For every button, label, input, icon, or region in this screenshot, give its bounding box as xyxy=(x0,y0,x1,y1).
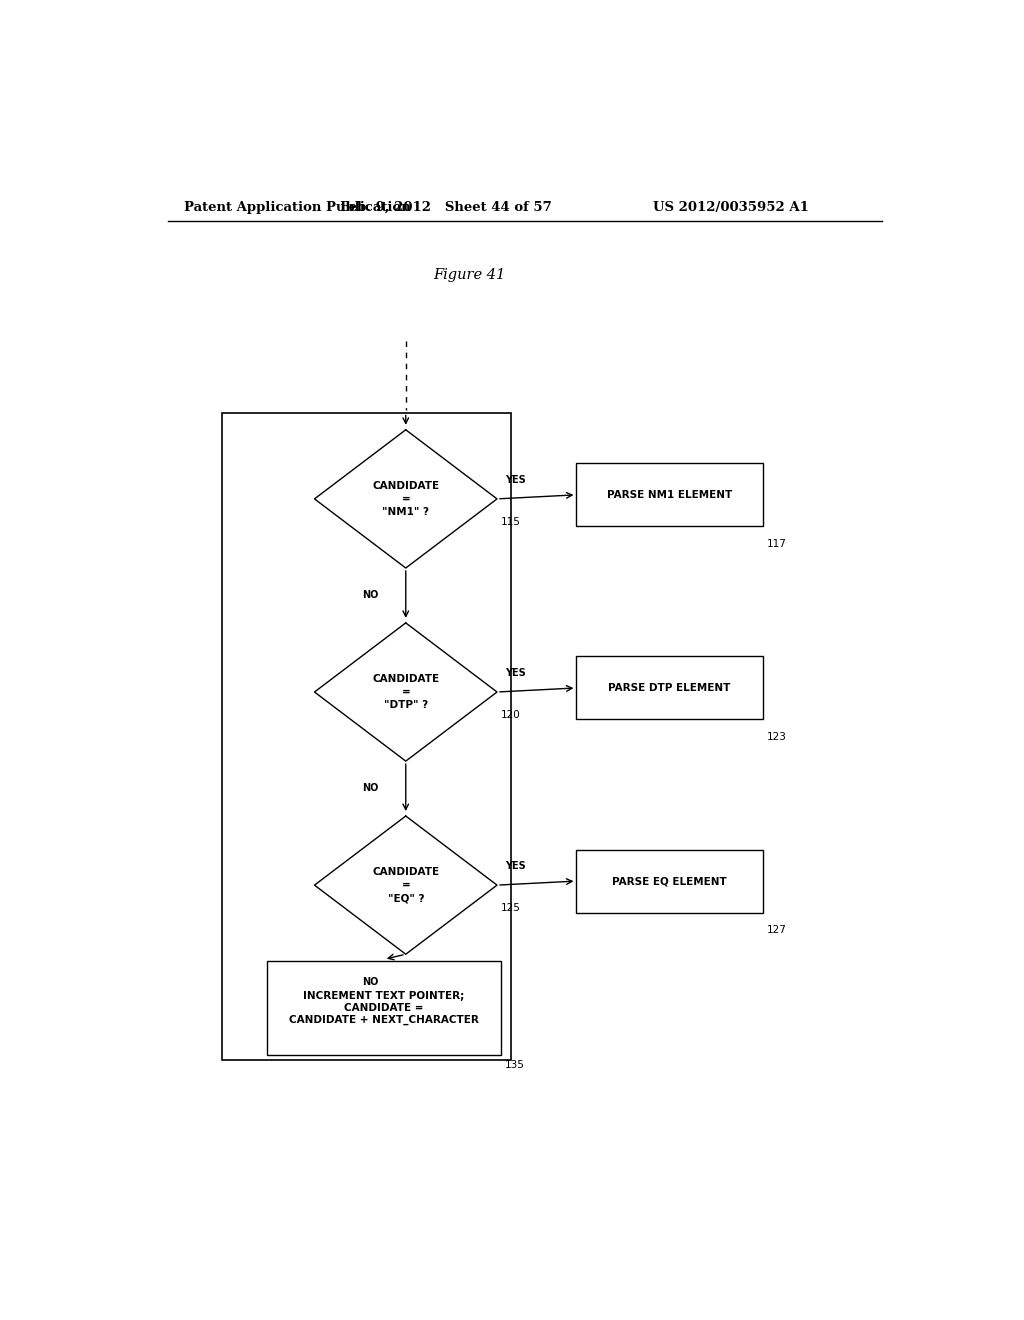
Bar xyxy=(577,656,763,719)
Text: 123: 123 xyxy=(767,731,786,742)
Bar xyxy=(577,850,763,912)
Bar xyxy=(267,961,501,1055)
Text: PARSE DTP ELEMENT: PARSE DTP ELEMENT xyxy=(608,682,731,693)
Text: CANDIDATE
=
"DTP" ?: CANDIDATE = "DTP" ? xyxy=(372,673,439,710)
Bar xyxy=(577,463,763,527)
Text: PARSE NM1 ELEMENT: PARSE NM1 ELEMENT xyxy=(607,490,732,500)
Text: PARSE EQ ELEMENT: PARSE EQ ELEMENT xyxy=(612,876,727,886)
Text: 115: 115 xyxy=(501,517,521,527)
Text: YES: YES xyxy=(505,861,525,871)
Text: US 2012/0035952 A1: US 2012/0035952 A1 xyxy=(653,201,809,214)
Text: Figure 41: Figure 41 xyxy=(433,268,506,282)
Text: INCREMENT TEXT POINTER;
CANDIDATE =
CANDIDATE + NEXT_CHARACTER: INCREMENT TEXT POINTER; CANDIDATE = CAND… xyxy=(289,991,479,1024)
Text: YES: YES xyxy=(505,475,525,484)
Text: NO: NO xyxy=(362,977,379,986)
Text: NO: NO xyxy=(362,590,379,601)
Text: NO: NO xyxy=(362,784,379,793)
Text: 125: 125 xyxy=(501,903,521,913)
Text: CANDIDATE
=
"NM1" ?: CANDIDATE = "NM1" ? xyxy=(372,480,439,517)
Bar xyxy=(221,413,511,1060)
Text: CANDIDATE
=
"EQ" ?: CANDIDATE = "EQ" ? xyxy=(372,867,439,903)
Text: 135: 135 xyxy=(505,1060,525,1071)
Text: 117: 117 xyxy=(767,539,786,549)
Text: YES: YES xyxy=(505,668,525,677)
Text: 120: 120 xyxy=(501,710,521,721)
Text: Feb. 9, 2012   Sheet 44 of 57: Feb. 9, 2012 Sheet 44 of 57 xyxy=(340,201,551,214)
Text: 127: 127 xyxy=(767,925,786,935)
Text: Patent Application Publication: Patent Application Publication xyxy=(183,201,411,214)
